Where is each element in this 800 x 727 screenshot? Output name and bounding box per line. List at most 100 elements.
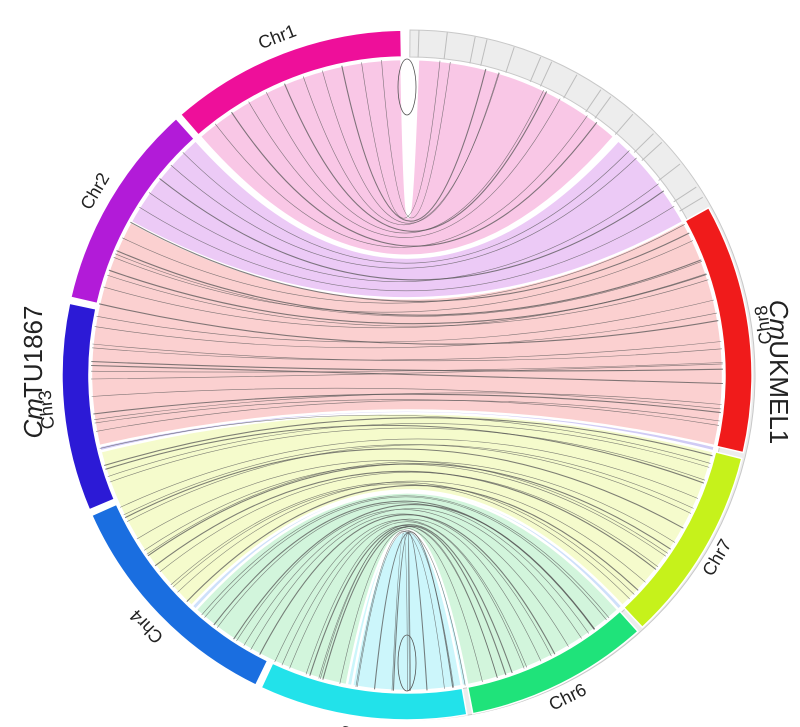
synteny-link bbox=[94, 312, 717, 349]
synteny-link bbox=[123, 444, 692, 516]
synteny-link bbox=[92, 341, 722, 361]
synteny-link bbox=[373, 531, 454, 690]
synteny-link bbox=[130, 221, 690, 302]
synteny-link bbox=[104, 417, 713, 467]
synteny-link bbox=[361, 60, 441, 219]
synteny-link bbox=[302, 72, 500, 225]
synteny-link bbox=[91, 360, 723, 372]
self-link-loop bbox=[397, 634, 417, 692]
synteny-link bbox=[107, 423, 710, 477]
chromosome-arc-chr2 bbox=[69, 117, 196, 305]
synteny-link bbox=[172, 483, 631, 600]
synteny-link bbox=[177, 480, 646, 593]
right-ring-tick bbox=[585, 89, 602, 113]
synteny-link bbox=[103, 273, 707, 329]
synteny-link bbox=[214, 115, 588, 248]
right-ring-tick bbox=[633, 133, 654, 153]
synteny-band-chr8 bbox=[89, 220, 725, 448]
synteny-link bbox=[231, 111, 598, 247]
synteny-link bbox=[126, 444, 694, 522]
synteny-link bbox=[136, 460, 668, 554]
synteny-link bbox=[105, 424, 705, 484]
synteny-link bbox=[90, 362, 723, 373]
synteny-link bbox=[115, 253, 703, 317]
chromosome-arc-chr1 bbox=[179, 29, 403, 137]
synteny-link bbox=[146, 461, 676, 555]
right-ring-tick bbox=[614, 113, 634, 135]
synteny-link bbox=[91, 387, 722, 410]
synteny-bands bbox=[89, 57, 725, 693]
synteny-link bbox=[283, 83, 548, 232]
synteny-link bbox=[124, 448, 684, 529]
synteny-link bbox=[159, 178, 665, 281]
synteny-link bbox=[119, 438, 699, 508]
synteny-link bbox=[159, 471, 659, 573]
synteny-link bbox=[109, 427, 706, 483]
synteny-link bbox=[236, 509, 569, 647]
synteny-link bbox=[213, 500, 595, 630]
synteny-link bbox=[216, 502, 590, 634]
synteny-link bbox=[116, 250, 702, 316]
synteny-link bbox=[99, 414, 711, 464]
synteny-link bbox=[147, 463, 672, 557]
right-ring-tick bbox=[469, 36, 476, 64]
right-ring-tick bbox=[505, 46, 515, 73]
synteny-link bbox=[107, 274, 709, 327]
synteny-link bbox=[98, 303, 719, 345]
synteny-link bbox=[154, 470, 657, 570]
synteny-link bbox=[392, 532, 428, 691]
right-ring-tick bbox=[480, 39, 488, 66]
chromosome-arc-chr6 bbox=[466, 610, 639, 715]
synteny-link bbox=[265, 89, 544, 234]
right-ring-tick bbox=[539, 61, 553, 87]
synteny-link bbox=[94, 392, 722, 420]
synteny-links bbox=[90, 58, 723, 692]
right-ring-tick bbox=[563, 74, 578, 99]
synteny-link bbox=[170, 157, 637, 269]
right-ring-tick bbox=[529, 56, 542, 82]
synteny-link bbox=[94, 399, 720, 426]
synteny-link bbox=[322, 525, 507, 680]
synteny-link bbox=[90, 363, 723, 380]
right-genome-label: CmUKMEL1 bbox=[764, 300, 794, 444]
synteny-link bbox=[204, 496, 607, 621]
right-ring-tick bbox=[443, 32, 448, 60]
chromosome-label-chr5: Chr5 bbox=[339, 722, 380, 727]
right-ring-tick bbox=[417, 30, 420, 58]
synteny-link bbox=[170, 482, 635, 595]
synteny-link bbox=[309, 524, 513, 676]
left-genome-label: CmTU1867 bbox=[18, 306, 48, 439]
synteny-link bbox=[355, 531, 445, 689]
synteny-link bbox=[93, 393, 721, 415]
synteny-link bbox=[144, 463, 667, 557]
synteny-link bbox=[320, 527, 483, 682]
synteny-link bbox=[139, 206, 675, 292]
right-ring-tick bbox=[673, 186, 697, 203]
synteny-link bbox=[248, 98, 561, 238]
synteny-band-chr1 bbox=[197, 57, 617, 257]
synteny-link bbox=[186, 484, 639, 602]
right-ring-tick bbox=[658, 163, 681, 181]
synteny-link bbox=[113, 240, 694, 313]
synteny-link bbox=[243, 508, 582, 646]
synteny-link bbox=[96, 400, 720, 432]
synteny-link bbox=[281, 518, 542, 666]
synteny-link bbox=[91, 364, 723, 385]
synteny-link bbox=[274, 519, 528, 668]
chromosome-label-chr1: Chr1 bbox=[255, 21, 299, 54]
synteny-link bbox=[96, 299, 715, 343]
synteny-link bbox=[92, 343, 722, 362]
chromosome-arc-chr7 bbox=[622, 450, 743, 629]
synteny-link bbox=[341, 65, 487, 222]
right-ring-tick bbox=[641, 142, 663, 161]
chromosome-arc-chr5 bbox=[260, 662, 468, 721]
synteny-link bbox=[182, 150, 630, 264]
self-link-loop bbox=[397, 58, 417, 116]
right-ring-tick bbox=[594, 96, 612, 119]
synteny-link bbox=[339, 529, 466, 686]
synteny-link bbox=[318, 526, 498, 679]
right-ring-tick bbox=[679, 196, 703, 212]
chromosome-arc-chr8 bbox=[684, 206, 753, 454]
synteny-link bbox=[148, 183, 659, 282]
